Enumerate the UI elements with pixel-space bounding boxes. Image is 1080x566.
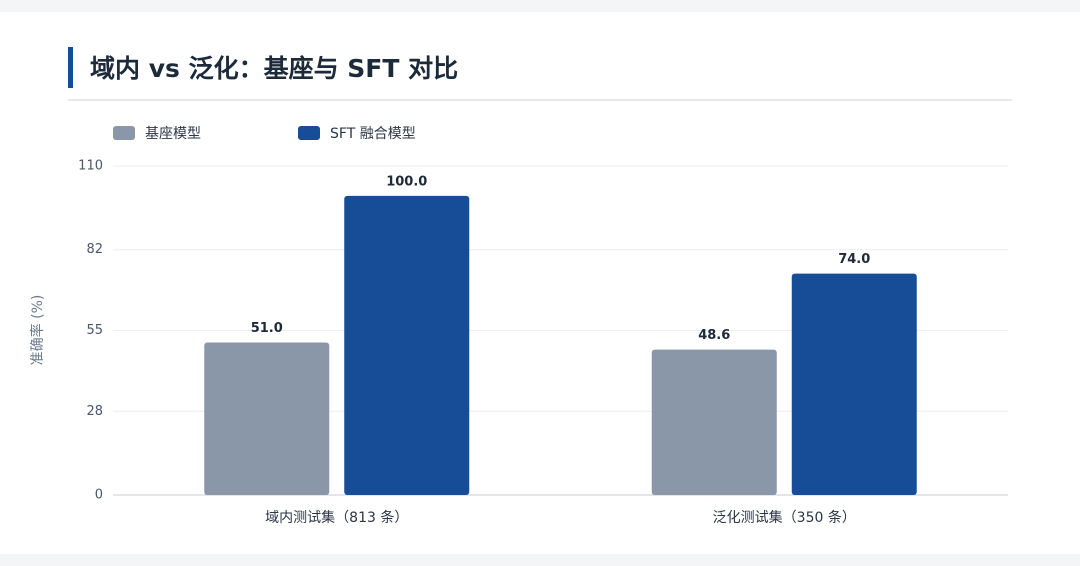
legend-label: SFT 融合模型 — [330, 126, 416, 142]
bar — [204, 342, 330, 495]
chart-title: 域内 vs 泛化：基座与 SFT 对比 — [90, 54, 458, 83]
y-tick-label: 28 — [86, 404, 103, 419]
title-accent — [68, 47, 73, 88]
y-tick-label: 0 — [95, 488, 103, 503]
value-label: 51.0 — [251, 321, 283, 336]
y-tick-label: 55 — [86, 323, 103, 338]
x-tick-label: 域内测试集（813 条） — [265, 509, 408, 526]
value-label: 48.6 — [698, 328, 730, 343]
bar — [344, 195, 470, 495]
y-axis-label: 准确率 (%) — [29, 295, 46, 366]
bar — [651, 349, 777, 495]
x-tick-label: 泛化测试集（350 条） — [713, 509, 856, 526]
card — [0, 12, 1080, 554]
bar — [791, 273, 917, 495]
legend-swatch — [113, 126, 135, 140]
value-label: 74.0 — [838, 252, 870, 267]
legend-label: 基座模型 — [145, 125, 201, 142]
y-tick-label: 82 — [86, 242, 103, 257]
legend-swatch — [298, 126, 320, 140]
y-tick-label: 110 — [78, 159, 103, 174]
value-label: 100.0 — [386, 174, 427, 189]
